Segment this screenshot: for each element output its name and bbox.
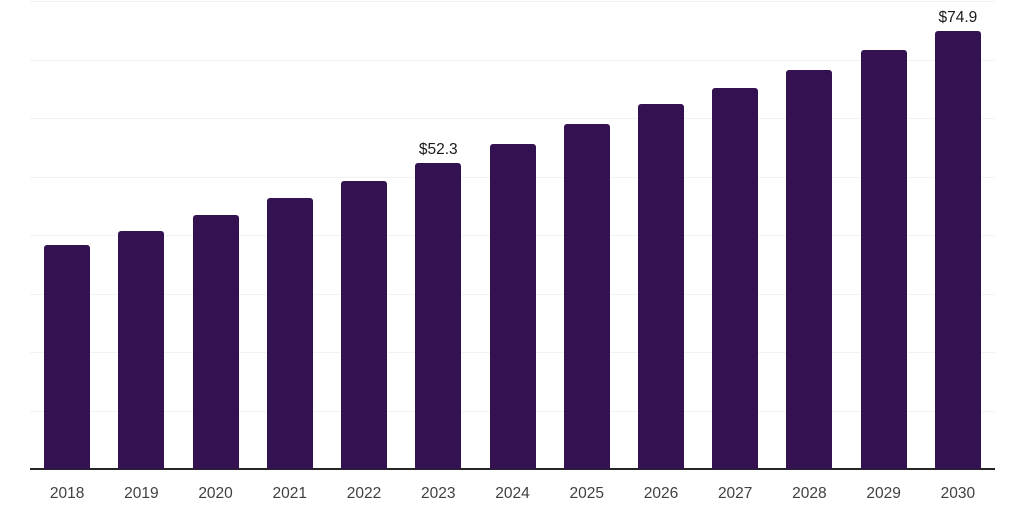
bar-2028 <box>786 70 833 469</box>
x-tick-label-2020: 2020 <box>198 485 233 502</box>
bar-2030 <box>934 30 981 469</box>
x-tick-label-2023: 2023 <box>421 485 456 502</box>
x-tick-label-2026: 2026 <box>643 485 679 502</box>
bar-2025 <box>563 124 610 469</box>
x-tick-label-2024: 2024 <box>495 485 530 502</box>
bar-2021 <box>266 198 313 469</box>
gridline <box>30 118 995 119</box>
x-tick-label-2025: 2025 <box>569 485 604 502</box>
bar-2023 <box>415 163 462 469</box>
x-tick-label-2029: 2029 <box>866 485 901 502</box>
gridline <box>30 59 995 61</box>
bar-2018 <box>44 244 91 469</box>
gridline <box>30 1 995 2</box>
x-tick-label-2027: 2027 <box>717 485 753 502</box>
x-tick-label-2028: 2028 <box>792 485 827 502</box>
x-tick-label-2018: 2018 <box>49 485 85 502</box>
x-tick-label-2019: 2019 <box>124 485 159 502</box>
value-label-2030: $74.9 <box>938 8 978 26</box>
x-tick-label-2021: 2021 <box>272 485 308 502</box>
x-tick-label-2030: 2030 <box>940 485 976 502</box>
x-axis-line <box>30 468 995 470</box>
bar-2020 <box>192 215 239 469</box>
bar-2029 <box>860 50 907 469</box>
bar-2019 <box>118 230 165 469</box>
bar-2022 <box>341 181 388 469</box>
bar-2027 <box>712 88 759 469</box>
bar-2026 <box>637 103 684 469</box>
x-tick-label-2022: 2022 <box>346 485 382 502</box>
value-label-2023: $52.3 <box>418 141 458 159</box>
bar-2024 <box>489 143 536 469</box>
